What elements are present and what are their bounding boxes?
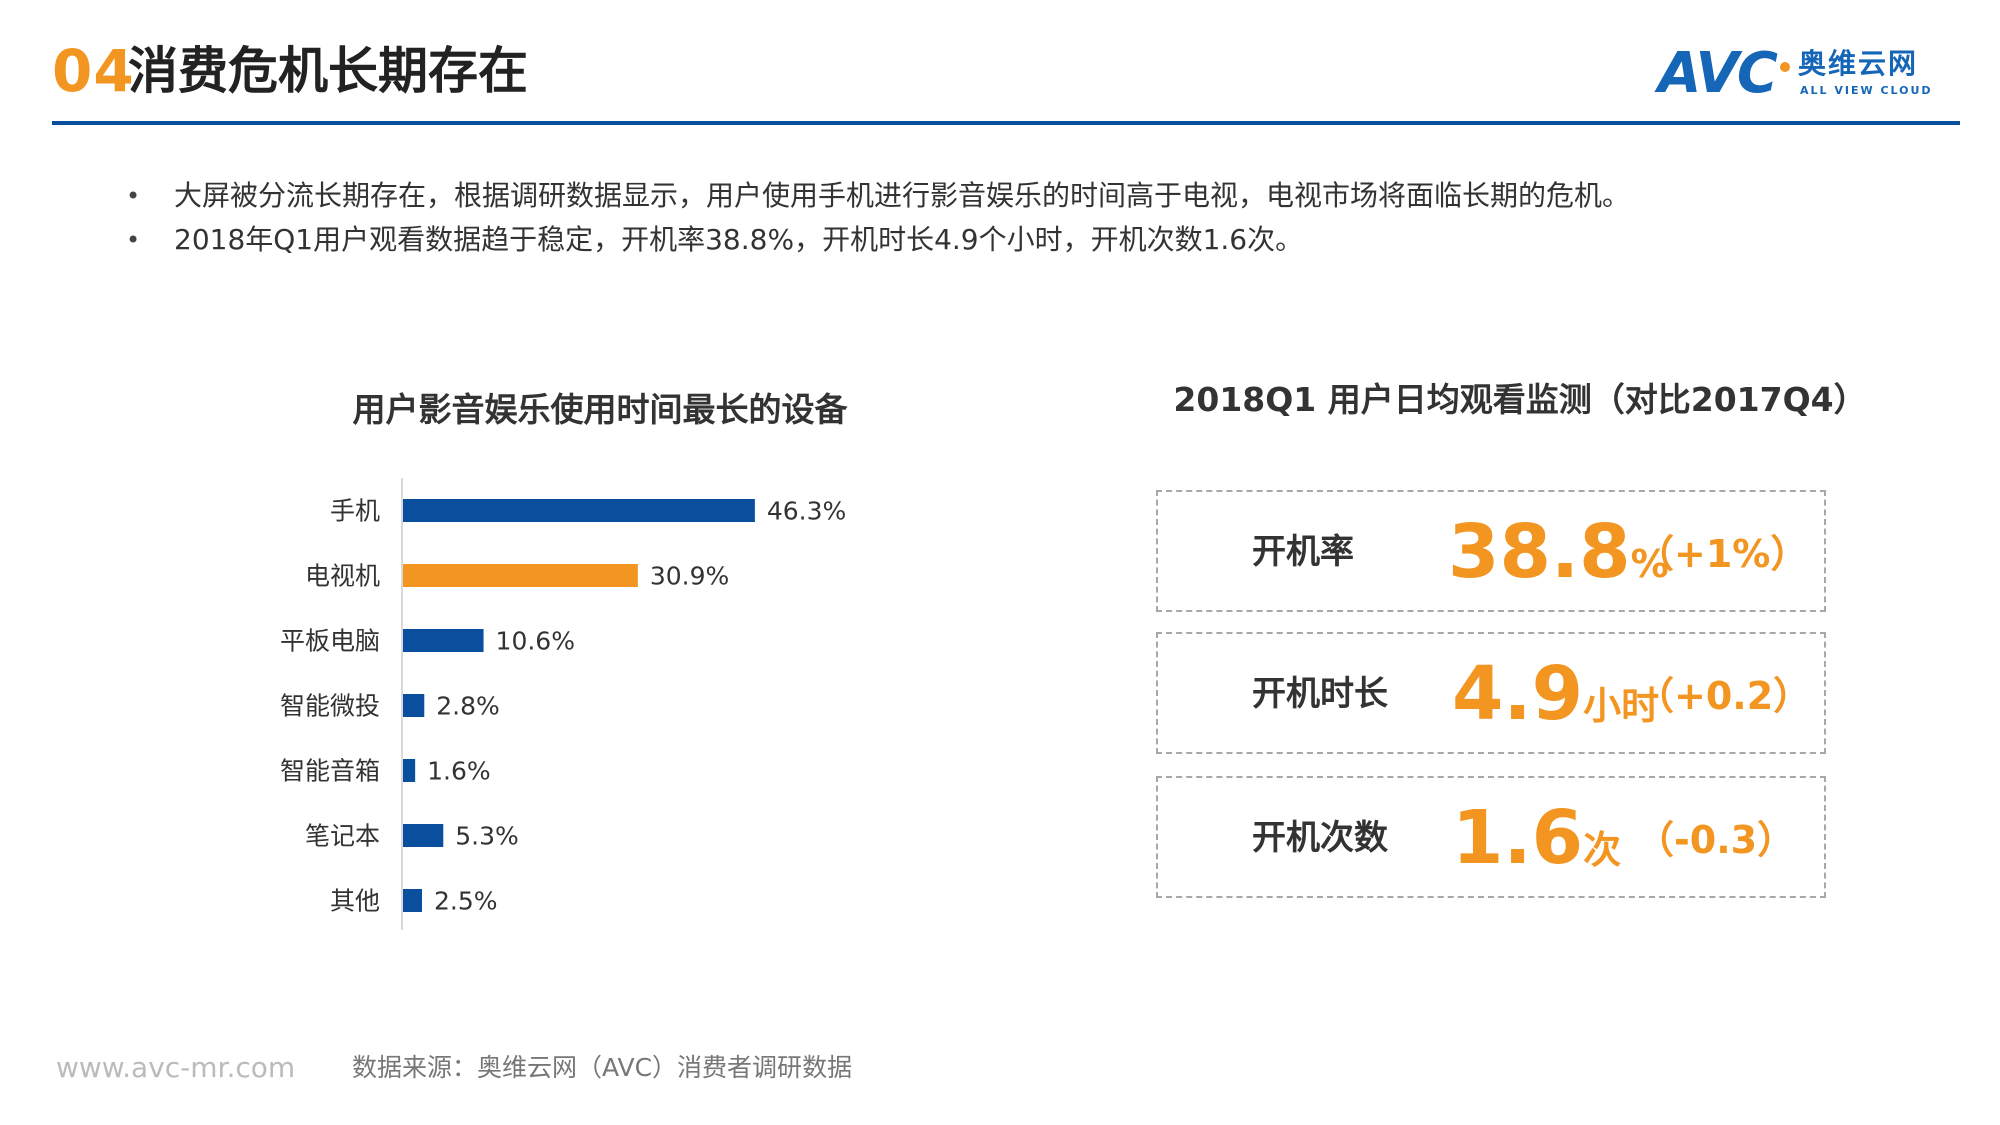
logo-name-cn: 奥维云网 xyxy=(1798,47,1919,80)
kpi-number: 1.6 xyxy=(1452,795,1584,881)
chart-title: 用户影音娱乐使用时间最长的设备 xyxy=(352,390,848,429)
data-label: 5.3% xyxy=(455,822,519,851)
kpi-label: 开机时长 xyxy=(1252,674,1388,714)
bar-6 xyxy=(403,889,422,912)
data-label: 10.6% xyxy=(496,627,575,656)
category-label: 智能音箱 xyxy=(280,757,380,786)
footer-source: 数据来源：奥维云网（AVC）消费者调研数据 xyxy=(352,1053,853,1082)
section-number: 04 xyxy=(52,37,135,105)
category-label: 平板电脑 xyxy=(280,627,380,656)
kpi-value: 1.6次 xyxy=(1452,798,1621,890)
kpi-unit: 小时 xyxy=(1583,684,1660,728)
kpi-card-power-on-rate: 开机率 38.8% （+1%） xyxy=(1156,490,1826,612)
bar-3 xyxy=(403,694,425,717)
logo-dot-icon xyxy=(1780,62,1790,72)
bullet-item: • 大屏被分流长期存在，根据调研数据显示，用户使用手机进行影音娱乐的时间高于电视… xyxy=(126,174,1926,218)
device-bar-chart: 手机 46.3% 电视机 30.9% 平板电脑 10.6% 智能微投 2.8% 智能音箱 1.6%… xyxy=(280,478,846,930)
category-label: 手机 xyxy=(330,497,380,526)
summary-bullets: • 大屏被分流长期存在，根据调研数据显示，用户使用手机进行影音娱乐的时间高于电视… xyxy=(126,174,1926,262)
bullet-text: 大屏被分流长期存在，根据调研数据显示，用户使用手机进行影音娱乐的时间高于电视，电… xyxy=(174,179,1631,212)
bar-0 xyxy=(403,499,755,522)
kpi-number: 4.9 xyxy=(1452,651,1584,737)
bar-5 xyxy=(403,824,444,847)
category-label: 其他 xyxy=(330,887,380,916)
bar-1 xyxy=(403,564,638,587)
header-divider xyxy=(52,121,1960,125)
data-label: 2.8% xyxy=(436,692,500,721)
kpi-unit: % xyxy=(1630,542,1669,586)
data-label: 1.6% xyxy=(427,757,491,786)
page-title: 消费危机长期存在 xyxy=(128,42,528,100)
bullet-dot-icon: • xyxy=(126,182,141,210)
kpi-unit: 次 xyxy=(1583,828,1622,872)
data-label: 2.5% xyxy=(434,887,498,916)
kpi-number: 38.8 xyxy=(1448,509,1631,595)
kpi-change: （+1%） xyxy=(1636,532,1809,576)
monitor-title: 2018Q1 用户日均观看监测（对比2017Q4） xyxy=(1173,380,1867,419)
kpi-label: 开机率 xyxy=(1252,532,1354,572)
data-label: 46.3% xyxy=(767,497,846,526)
kpi-value: 4.9小时 xyxy=(1452,654,1659,746)
bullet-item: • 2018年Q1用户观看数据趋于稳定，开机率38.8%，开机时长4.9个小时，… xyxy=(126,218,1926,262)
bar-2 xyxy=(403,629,484,652)
kpi-card-duration: 开机时长 4.9小时 （+0.2） xyxy=(1156,632,1826,754)
category-label: 笔记本 xyxy=(305,822,380,851)
kpi-value: 38.8% xyxy=(1448,512,1669,604)
bullet-dot-icon: • xyxy=(126,226,141,254)
kpi-label: 开机次数 xyxy=(1252,818,1388,858)
data-label: 30.9% xyxy=(650,562,729,591)
bar-4 xyxy=(403,759,416,782)
footer-url[interactable]: www.avc-mr.com xyxy=(56,1051,296,1084)
kpi-change: （-0.3） xyxy=(1636,818,1796,862)
logo-brand: AVC xyxy=(1658,41,1778,106)
category-label: 电视机 xyxy=(305,562,380,591)
kpi-change: （+0.2） xyxy=(1636,674,1812,718)
bullet-text: 2018年Q1用户观看数据趋于稳定，开机率38.8%，开机时长4.9个小时，开机… xyxy=(174,223,1304,256)
logo-name-en: ALL VIEW CLOUD xyxy=(1800,84,1933,97)
kpi-card-power-on-count: 开机次数 1.6次 （-0.3） xyxy=(1156,776,1826,898)
category-label: 智能微投 xyxy=(280,692,380,721)
avc-logo: AVC 奥维云网 ALL VIEW CLOUD xyxy=(1658,44,1958,104)
